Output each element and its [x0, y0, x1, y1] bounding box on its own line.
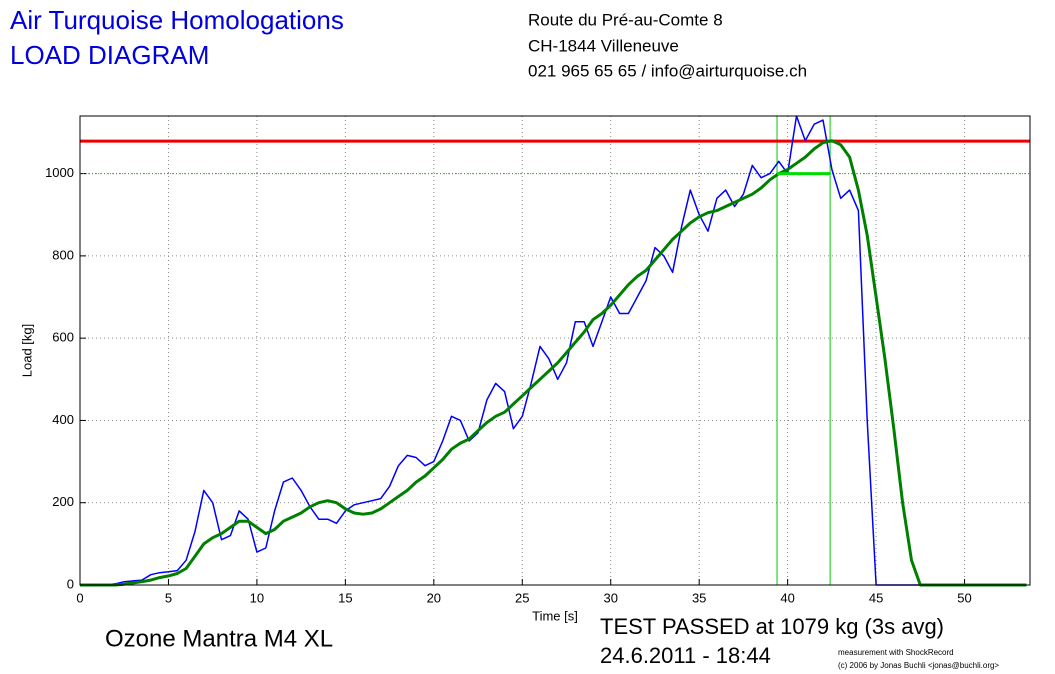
y-tick-label: 800	[52, 247, 74, 262]
title: Air Turquoise Homologations	[10, 5, 344, 35]
x-tick-label: 15	[338, 590, 352, 605]
address-line: 021 965 65 65 / info@airturquoise.ch	[528, 61, 807, 80]
x-tick-label: 30	[603, 590, 617, 605]
x-tick-label: 50	[957, 590, 971, 605]
subtitle: LOAD DIAGRAM	[10, 40, 209, 70]
x-tick-label: 10	[250, 590, 264, 605]
x-tick-label: 25	[515, 590, 529, 605]
data-line	[80, 139, 1027, 587]
product: Ozone Mantra M4 XL	[105, 625, 333, 652]
y-tick-label: 600	[52, 330, 74, 345]
x-tick-label: 0	[76, 590, 83, 605]
x-tick-label: 45	[869, 590, 883, 605]
plot: 0 5 10 15 20 25 30 35 40 45 50 0 200 400 600 800 1000 Tim…	[19, 115, 1031, 623]
x-tick-label: 35	[692, 590, 706, 605]
date: 24.6.2011 - 18:44	[600, 643, 771, 668]
y-tick-label: 400	[52, 412, 74, 427]
credit: measurement with ShockRecord	[838, 648, 954, 657]
x-tick-label: 5	[165, 590, 172, 605]
x-tick-label: 40	[780, 590, 794, 605]
address-line: Route du Pré-au-Comte 8	[528, 10, 723, 29]
y-tick-label: 1000	[45, 165, 74, 180]
result: TEST PASSED at 1079 kg (3s avg)	[600, 614, 944, 639]
x-axis-label: Time [s]	[532, 608, 578, 623]
credit: (c) 2006 by Jonas Buchli <jonas@buchli.o…	[838, 661, 999, 670]
plot-area	[80, 116, 1030, 585]
plot-frame	[79, 115, 1031, 586]
address-line: CH-1844 Villeneuve	[528, 36, 679, 55]
x-tick-label: 20	[427, 590, 441, 605]
y-tick-label: 0	[67, 576, 74, 591]
y-tick-label: 200	[52, 494, 74, 509]
y-axis-label: Load [kg]	[19, 324, 34, 378]
